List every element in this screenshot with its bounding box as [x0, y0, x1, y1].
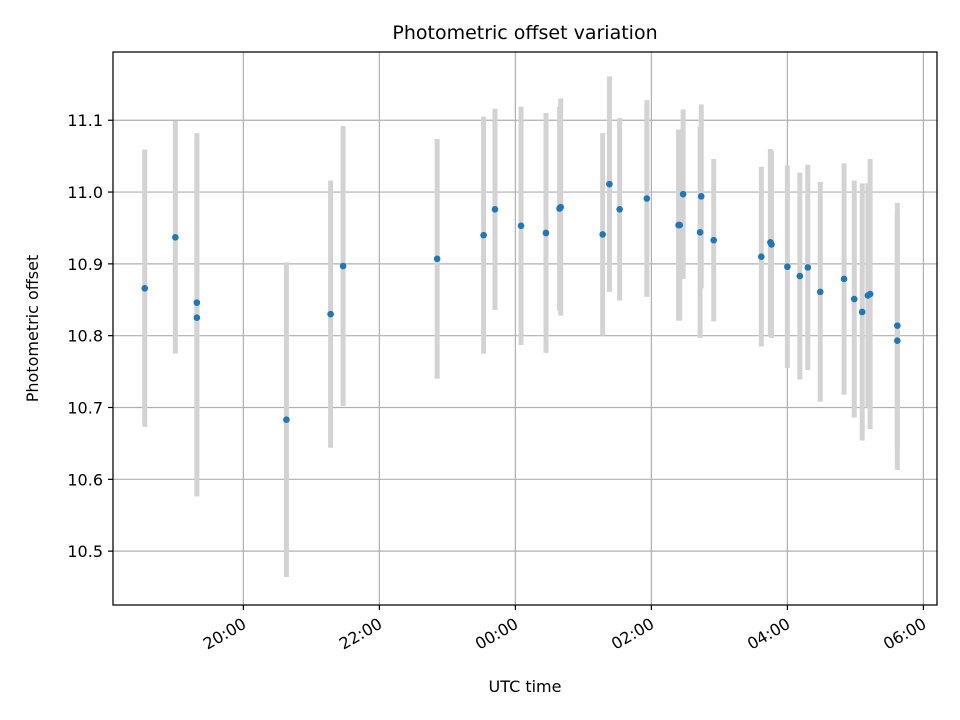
y-axis-label: Photometric offset [23, 255, 42, 403]
data-point [784, 263, 791, 271]
y-tick-label: 11.0 [67, 183, 103, 202]
data-point [433, 255, 441, 263]
data-point [480, 231, 487, 239]
data-point [193, 314, 201, 322]
y-tick-label: 10.6 [67, 470, 103, 489]
data-point [193, 299, 201, 306]
data-point [697, 193, 705, 200]
chart-title: Photometric offset variation [392, 22, 657, 44]
data-point [866, 290, 874, 298]
data-point [517, 222, 525, 230]
data-point [804, 264, 812, 271]
data-point [816, 288, 824, 296]
y-tick-label: 10.7 [67, 399, 103, 418]
y-tick-label: 10.9 [67, 255, 103, 274]
errorbars [142, 76, 900, 577]
data-points [141, 180, 901, 424]
x-tick-label: 22:00 [336, 614, 385, 654]
data-point [172, 233, 179, 241]
data-point [679, 190, 687, 198]
data-point [643, 195, 651, 202]
x-tick-label: 04:00 [744, 614, 793, 654]
y-tick-label: 10.5 [67, 542, 103, 561]
data-point [283, 416, 290, 424]
data-point [606, 180, 613, 188]
data-point [599, 231, 606, 238]
x-tick-label: 20:00 [200, 614, 249, 654]
data-point [758, 253, 765, 260]
data-point [840, 275, 848, 283]
data-point [491, 205, 499, 213]
y-tick-label: 11.1 [67, 111, 103, 130]
grid [113, 52, 937, 605]
data-point [141, 284, 149, 292]
data-point [676, 221, 684, 229]
data-point [858, 308, 866, 316]
y-tick-label: 10.8 [67, 327, 103, 346]
data-point [710, 236, 718, 244]
data-point [796, 272, 804, 280]
plot-frame [112, 51, 938, 606]
data-point [327, 310, 334, 318]
x-tick-label: 06:00 [880, 614, 929, 654]
data-point [542, 229, 550, 237]
data-point [850, 295, 858, 303]
x-tick-label: 02:00 [608, 614, 657, 654]
x-tick-label: 00:00 [472, 614, 521, 654]
data-point [616, 205, 623, 213]
x-axis-label: UTC time [489, 677, 562, 696]
data-point [696, 228, 704, 236]
data-point [894, 322, 901, 329]
data-point [894, 337, 901, 345]
data-point [557, 203, 565, 211]
data-point [768, 241, 775, 248]
data-point [339, 262, 347, 270]
